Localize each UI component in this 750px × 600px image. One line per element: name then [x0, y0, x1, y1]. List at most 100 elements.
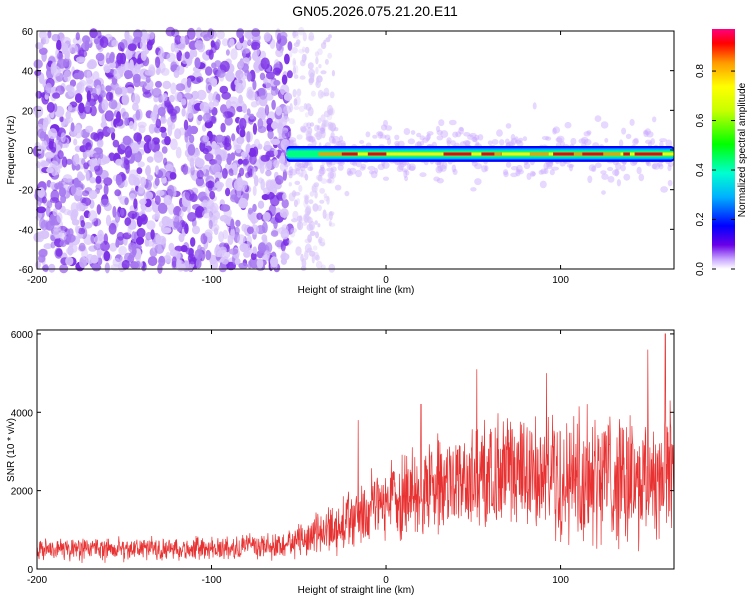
noise-speckle [314, 191, 318, 199]
signal-band-haze [475, 141, 480, 146]
noise-speckle [184, 51, 190, 59]
noise-speckle [144, 69, 155, 76]
noise-speckle [165, 251, 171, 262]
noise-speckle [270, 159, 281, 166]
signal-band-haze [552, 126, 561, 134]
noise-speckle [164, 136, 171, 146]
noise-speckle [234, 226, 240, 235]
signal-band-haze [491, 139, 499, 145]
noise-speckle [292, 89, 297, 98]
noise-speckle [156, 190, 165, 197]
noise-speckle [304, 53, 308, 61]
noise-speckle [111, 131, 116, 141]
signal-band-haze [545, 136, 552, 141]
noise-speckle [146, 156, 154, 163]
noise-speckle [260, 178, 266, 191]
noise-speckle [246, 72, 252, 82]
signal-band-haze [355, 161, 362, 168]
colorbar-tick-label: 0.4 [695, 163, 706, 177]
noise-speckle [273, 79, 281, 86]
noise-speckle [140, 176, 147, 187]
noise-speckle [79, 256, 87, 269]
noise-speckle [263, 77, 268, 85]
noise-speckle [132, 73, 141, 84]
noise-speckle [89, 105, 97, 117]
signal-band-haze [359, 140, 365, 144]
signal-band-peak [603, 152, 621, 156]
noise-speckle [279, 84, 290, 96]
noise-speckle [97, 94, 103, 103]
noise-speckle [124, 197, 129, 206]
noise-speckle [69, 44, 79, 54]
noise-speckle [157, 168, 167, 179]
signal-band-haze [581, 136, 589, 144]
x-tick-label: -100 [202, 575, 222, 586]
noise-speckle [175, 146, 182, 159]
noise-speckle [250, 252, 257, 261]
noise-speckle [86, 71, 92, 80]
noise-speckle [116, 111, 121, 123]
signal-band-haze [329, 161, 336, 166]
signal-band-haze [658, 163, 664, 170]
noise-speckle [236, 28, 244, 39]
signal-band-haze [436, 177, 444, 184]
signal-band-haze [467, 134, 474, 140]
noise-speckle [108, 99, 118, 110]
noise-speckle [37, 211, 42, 219]
noise-speckle [155, 234, 162, 245]
snr-y-ticks: 0 2000 4000 6000 [11, 330, 674, 576]
noise-speckle [323, 193, 328, 199]
noise-speckle [129, 142, 140, 154]
noise-speckle [246, 234, 252, 246]
noise-speckle [43, 243, 53, 250]
noise-speckle [249, 257, 259, 269]
noise-speckle [115, 158, 123, 166]
noise-speckle [304, 195, 309, 205]
noise-speckle [225, 49, 230, 56]
signal-band-core [351, 152, 674, 156]
snr-plot-area [37, 330, 674, 569]
noise-speckle [260, 57, 270, 70]
signal-band-haze [397, 140, 405, 148]
noise-speckle [61, 156, 68, 168]
noise-speckle [274, 175, 284, 185]
noise-speckle [288, 182, 292, 187]
noise-speckle [315, 260, 323, 269]
noise-speckle [129, 59, 134, 71]
signal-band-haze [477, 134, 484, 141]
noise-speckle [225, 177, 234, 190]
signal-band-haze [470, 187, 477, 192]
noise-speckle [293, 199, 298, 208]
signal-band-haze [433, 176, 440, 182]
noise-speckle [107, 127, 116, 134]
noise-speckle [280, 37, 287, 47]
noise-speckles [32, 26, 337, 274]
noise-speckle [159, 117, 167, 124]
signal-band-haze [510, 134, 516, 141]
noise-speckle [153, 150, 164, 163]
noise-speckle [78, 102, 85, 114]
signal-band-haze [600, 121, 609, 129]
noise-speckle [223, 142, 228, 150]
noise-speckle [295, 39, 301, 45]
signal-band-haze [650, 138, 655, 145]
noise-speckle [307, 216, 313, 224]
noise-speckle [90, 132, 98, 140]
signal-band-peak [623, 152, 630, 156]
signal-band-peak [367, 152, 387, 156]
signal-band-haze [510, 137, 518, 145]
signal-band-haze [540, 168, 547, 175]
signal-band-haze [643, 129, 649, 135]
noise-speckle [86, 60, 96, 70]
noise-speckle [45, 82, 52, 94]
noise-speckle [220, 104, 228, 114]
noise-speckle [270, 256, 279, 268]
noise-speckle [251, 41, 261, 50]
y-tick-label: 20 [22, 106, 34, 117]
signal-band-haze [379, 134, 387, 139]
noise-speckle [168, 94, 175, 103]
noise-speckle [36, 206, 47, 214]
noise-speckle [56, 52, 64, 61]
signal-band-haze [546, 164, 553, 169]
noise-speckle [293, 74, 299, 79]
